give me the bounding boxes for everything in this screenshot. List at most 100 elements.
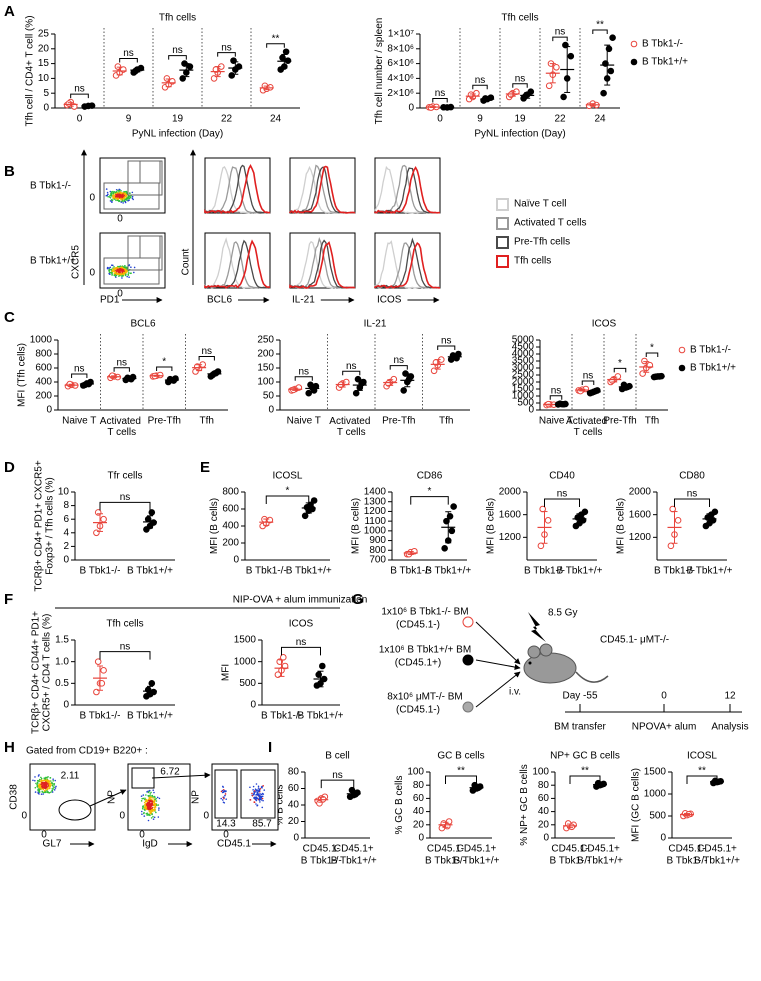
axis-zero: 0 (223, 830, 229, 841)
x-tick-label: 24 (270, 114, 282, 125)
panel-label: A (4, 3, 15, 20)
x-tick-label: B Tbk1-/- (301, 856, 342, 867)
event-dot (119, 271, 121, 274)
y-tick-label: 2000 (499, 487, 522, 498)
event-dot (49, 777, 52, 779)
event-dot (145, 794, 147, 796)
y-tick-label: 0 (268, 405, 274, 416)
event-dot (145, 800, 148, 803)
y-axis-label: MFI (Tfh cells) (16, 343, 27, 407)
data-point (537, 542, 545, 550)
event-dot (252, 785, 255, 788)
y-tick-label: 1500 (644, 767, 667, 778)
chart-title: Tfh cells (106, 619, 143, 630)
x-tick-sublabel: CD45.1- (668, 844, 705, 855)
y-tick-label: 1300 (364, 496, 387, 507)
significance-bracket (432, 98, 448, 103)
y-tick-label: 80 (288, 767, 300, 778)
x-tick-label: Activated T cells (329, 416, 373, 438)
event-dot (145, 807, 147, 809)
significance-bracket (437, 345, 456, 350)
event-dot (41, 786, 44, 789)
event-dot (224, 794, 226, 797)
y-tick-label: 8 (63, 500, 69, 511)
event-dot (43, 779, 45, 782)
event-dot (144, 797, 146, 800)
x-tick-label: B Tbk1-/- (654, 566, 695, 577)
y-tick-label: 5000 (512, 335, 535, 346)
y-tick-label: 1000 (30, 335, 53, 346)
significance-label: ** (457, 766, 465, 777)
chart-title: ICOSL (687, 751, 717, 762)
event-dot (152, 810, 154, 813)
axis-label: GL7 (43, 839, 62, 850)
event-dot (127, 272, 130, 274)
event-dot (121, 277, 123, 279)
event-dot (117, 189, 119, 192)
significance-bracket (342, 370, 361, 376)
event-dot (117, 272, 120, 275)
timeline-tick-label: Day -55 (562, 691, 597, 702)
event-dot (115, 273, 118, 275)
significance-label: ** (272, 33, 280, 44)
event-dot (151, 796, 154, 799)
y-tick-label: 0 (528, 405, 534, 416)
y-tick-label: 1.0 (55, 656, 69, 667)
data-point (93, 529, 100, 537)
event-dot (152, 789, 155, 792)
event-dot (152, 801, 155, 804)
legend-swatch (496, 217, 509, 230)
event-dot (125, 192, 128, 194)
x-tick-label: B Tbk1-/- (390, 566, 431, 577)
plot-frame (99, 157, 166, 214)
data-point (667, 542, 675, 550)
event-dot (121, 275, 123, 277)
axis-label: IL-21 (292, 295, 315, 306)
event-dot (148, 806, 150, 809)
event-dot (153, 802, 156, 805)
legend-swatch (496, 198, 509, 211)
significance-label: ns (687, 489, 698, 500)
significance-bracket (552, 36, 568, 42)
x-tick-label: 22 (554, 114, 566, 125)
event-dot (148, 810, 151, 813)
event-dot (109, 196, 112, 199)
significance-bracket (281, 646, 321, 656)
event-dot (114, 270, 116, 273)
significance-bracket (613, 367, 627, 373)
legend-swatch (496, 255, 509, 268)
y-tick-label: 20 (413, 819, 425, 830)
data-point (390, 375, 398, 383)
event-dot (117, 269, 120, 272)
timeline-tick-label: 0 (661, 691, 667, 702)
y-tick-label: 1200 (364, 506, 387, 517)
event-dot (54, 779, 56, 782)
histogram (289, 165, 356, 214)
event-dot (258, 788, 261, 791)
y-tick-label: 6×10⁶ (387, 58, 414, 69)
event-dot (106, 191, 109, 194)
data-point (150, 519, 157, 526)
y-tick-label: 4000 (512, 349, 535, 360)
event-dot (256, 804, 259, 806)
event-dot (118, 189, 120, 192)
event-dot (148, 813, 150, 816)
plot-frame (99, 232, 166, 289)
event-dot (255, 783, 258, 785)
data-point (282, 48, 290, 56)
event-dot (127, 195, 130, 198)
histogram (204, 239, 271, 289)
donor-symbol (462, 701, 474, 713)
event-dot (220, 797, 222, 800)
y-axis-label: TCRβ+ CD4+ PD1+ CXCR5+ (34, 460, 45, 592)
axis-label: Count (181, 248, 192, 275)
y-tick-label: 200 (222, 538, 239, 549)
x-tick-sublabel: CD45.1- (427, 844, 464, 855)
event-dot (255, 796, 258, 798)
event-dot (38, 791, 41, 794)
event-dot (113, 266, 115, 268)
event-dot (255, 803, 257, 805)
chart-title: CD86 (417, 471, 443, 482)
event-dot (152, 815, 154, 818)
